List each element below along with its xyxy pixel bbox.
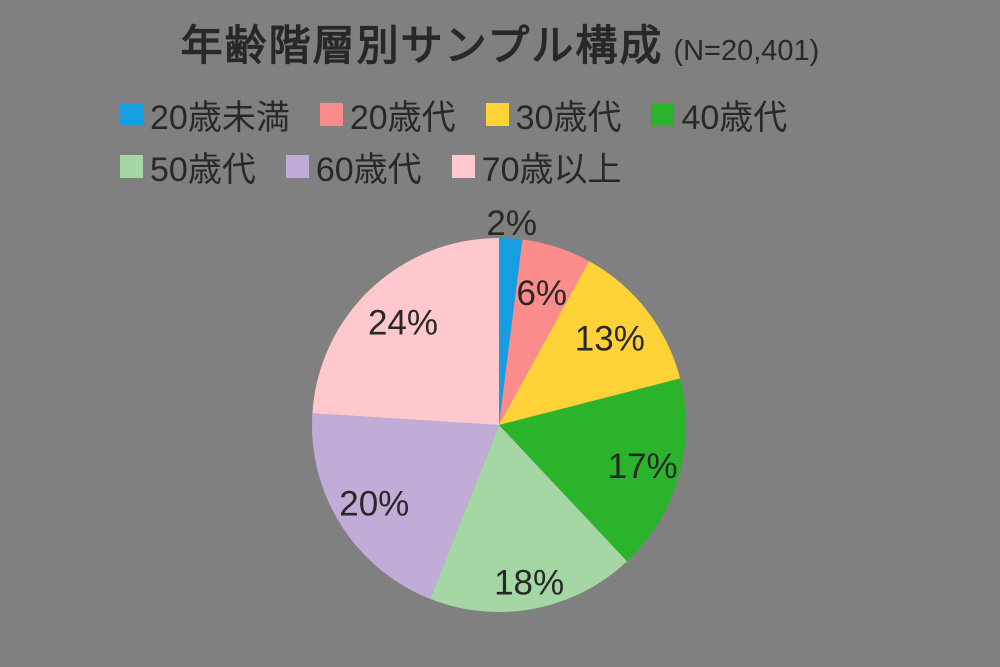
legend-label-30s: 30歳代 [515,98,622,137]
legend-label-60s: 60歳代 [315,150,422,189]
legend-swatch-20s [319,102,343,126]
legend-label-70plus: 70歳以上 [481,150,622,189]
pie-slice-6 [312,238,499,425]
legend-swatch-40s [651,102,675,126]
legend-item-40s: 40歳代 [651,90,787,138]
pie-slice-3 [499,378,686,562]
pie-slice-value-label-3: 17% [608,447,678,486]
legend-swatch-under20 [120,102,143,126]
pie-slice-value-label-6: 24% [368,303,438,342]
legend-item-under20: 20歳未満 [120,90,290,138]
legend-label-40s: 40歳代 [681,98,788,137]
pie-slice-4 [430,425,628,612]
legend-item-70plus: 70歳以上 [451,142,622,190]
legend-item-20s: 20歳代 [319,90,456,138]
pie-slice-value-label-2: 13% [575,320,645,359]
pie-slice-value-label-5: 20% [339,485,409,524]
legend-swatch-70plus [451,154,475,178]
pie-slice-1 [499,239,590,425]
legend-swatch-50s [120,154,143,178]
legend-label-under20: 20歳未満 [150,98,290,137]
chart-title-text: 年齢階層別サンプル構成 [180,22,664,69]
pie-slice-value-label-4: 18% [494,563,564,602]
legend-swatch-60s [285,154,309,178]
chart-title-sample-note: (N=20,401) [673,35,820,67]
pie-slice-0 [499,238,523,425]
pie-slice-value-label-1: 6% [516,274,567,313]
legend-label-50s: 50歳代 [150,150,256,189]
legend-label-20s: 20歳代 [349,98,456,137]
legend-item-30s: 30歳代 [485,90,622,138]
pie-slice-value-label-0: 2% [486,204,537,243]
legend-item-60s: 60歳代 [285,142,422,190]
legend-swatch-30s [485,102,509,126]
pie-slice-5 [312,413,499,599]
pie-slice-2 [499,261,681,425]
legend-item-50s: 50歳代 [120,142,256,190]
legend: 20歳未満 20歳代 30歳代 40歳代 50歳代 60歳代 70歳以上 [120,90,905,190]
chart-title: 年齢階層別サンプル構成 (N=20,401) [0,12,1000,73]
